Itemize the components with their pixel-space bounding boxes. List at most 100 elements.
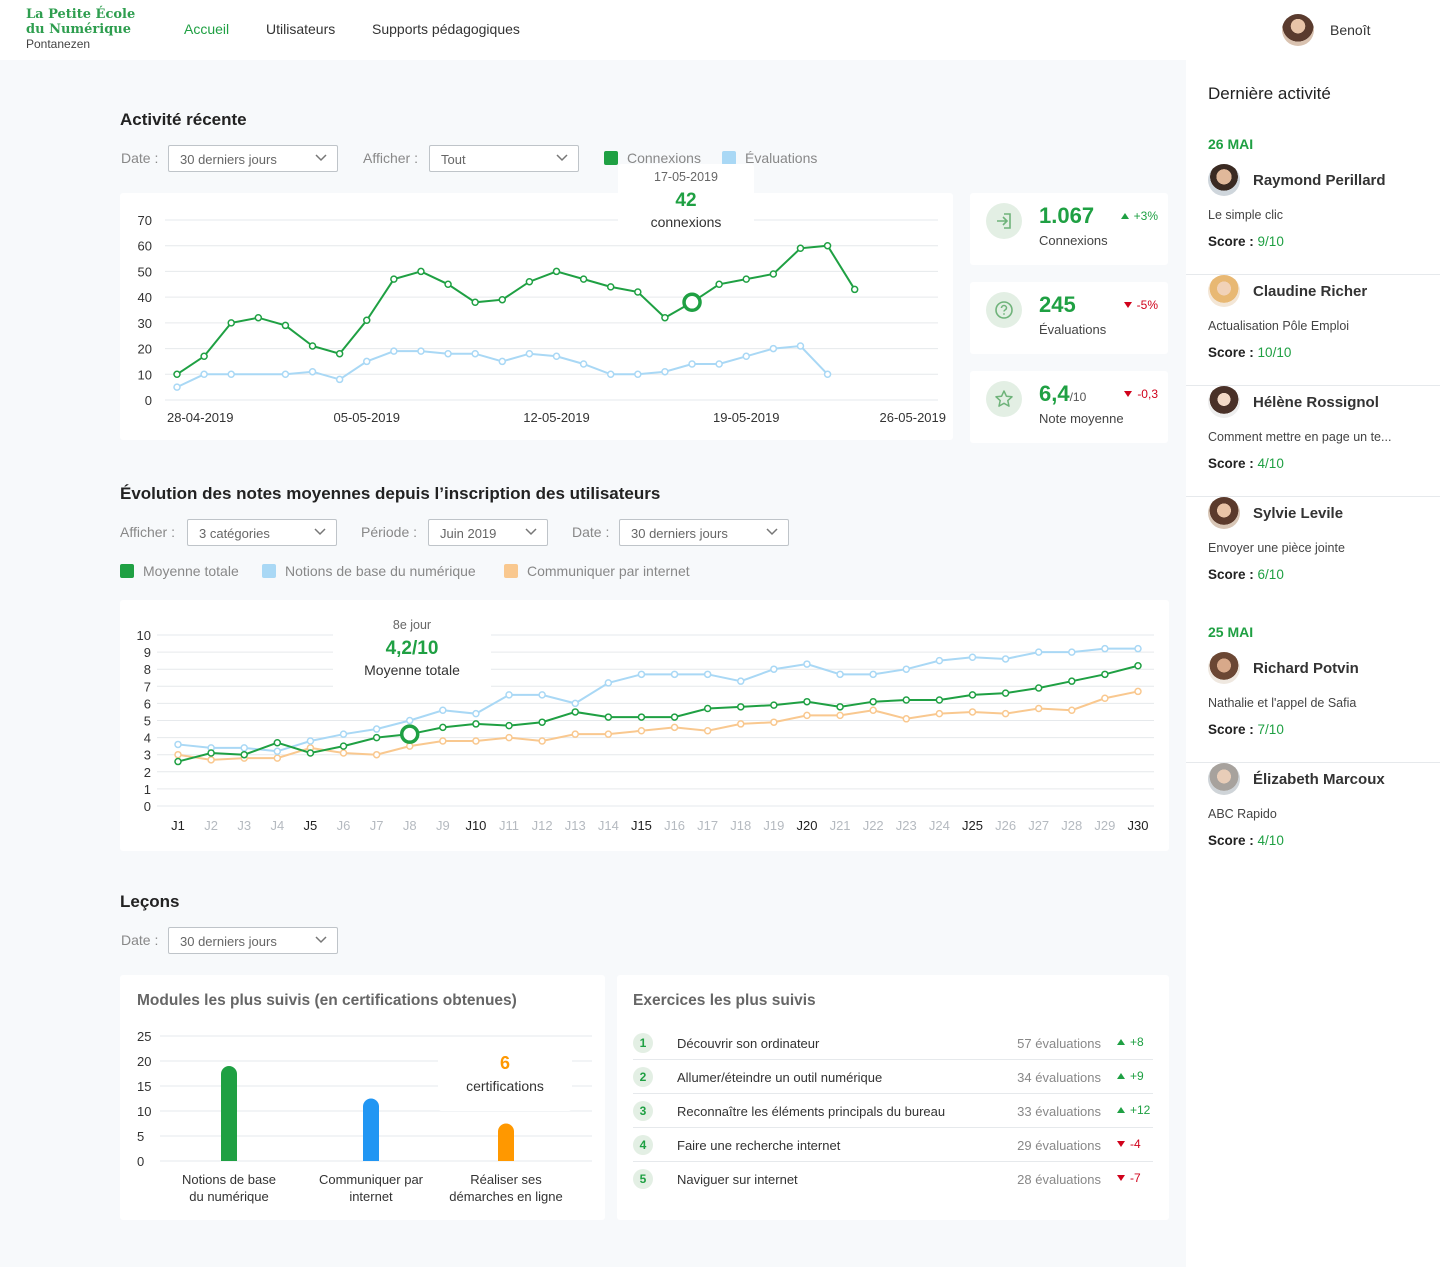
x-tick-label: 05-05-2019 bbox=[334, 410, 401, 425]
data-point bbox=[796, 342, 805, 350]
data-point bbox=[604, 730, 613, 738]
data-point bbox=[869, 706, 877, 714]
series-line bbox=[176, 244, 856, 376]
exercise-delta: -4 bbox=[1117, 1137, 1141, 1151]
data-point bbox=[823, 370, 832, 379]
nav-supports[interactable]: Supports pédagogiques bbox=[372, 21, 520, 37]
data-point bbox=[505, 733, 513, 742]
stat-delta: +3% bbox=[1120, 209, 1158, 223]
modules-card: Modules les plus suivis (en certificatio… bbox=[120, 975, 605, 1220]
user-name: Claudine Richer bbox=[1253, 283, 1368, 300]
data-point bbox=[869, 670, 877, 679]
data-point bbox=[399, 724, 420, 744]
exercise-evaluations: 34 évaluations bbox=[1017, 1070, 1101, 1085]
exercises-card: Exercices les plus suivis 1 Découvrir son… bbox=[617, 975, 1169, 1220]
data-point bbox=[715, 360, 723, 368]
x-tick-label: démarches en ligne bbox=[449, 1189, 562, 1204]
data-point bbox=[417, 267, 425, 276]
data-point bbox=[498, 295, 507, 304]
data-point bbox=[363, 316, 371, 325]
legend-connexions[interactable]: Connexions bbox=[604, 150, 701, 166]
user-avatar[interactable] bbox=[1282, 14, 1314, 46]
activity-item[interactable]: Sylvie Levile Envoyer une pièce jointe Sco… bbox=[1186, 497, 1440, 608]
data-point bbox=[439, 737, 447, 745]
nav-accueil[interactable]: Accueil bbox=[184, 21, 230, 37]
logo-line-3: Pontanezen bbox=[26, 37, 91, 51]
x-tick-label: J2 bbox=[204, 818, 218, 833]
grades-date-select[interactable]: 30 derniers jours bbox=[619, 519, 789, 546]
exercise-name: Comment mettre en page un te... bbox=[1208, 430, 1392, 444]
series-line bbox=[177, 690, 1139, 761]
exercise-row[interactable]: 3 Reconnaître les éléments principals du … bbox=[633, 1101, 1153, 1135]
legend-moyenne-totale[interactable]: Moyenne totale bbox=[120, 563, 239, 579]
grades-tooltip: 8e jour 4,2/10 Moyenne totale bbox=[333, 612, 491, 690]
legend-notions-base[interactable]: Notions de base du numérique bbox=[262, 563, 476, 579]
data-point bbox=[823, 241, 832, 250]
user-name[interactable]: Benoît bbox=[1330, 22, 1371, 38]
legend-label: Moyenne totale bbox=[143, 563, 239, 579]
data-point bbox=[836, 670, 844, 679]
y-tick-label: 5 bbox=[144, 714, 151, 729]
x-tick-label: J15 bbox=[631, 818, 652, 833]
activity-item[interactable]: Claudine Richer Actualisation Pôle Emploi… bbox=[1186, 275, 1440, 386]
exercise-row[interactable]: 1 Découvrir son ordinateur 57 évaluations +… bbox=[633, 1033, 1153, 1067]
x-tick-label: J14 bbox=[598, 818, 619, 833]
data-point bbox=[1068, 677, 1076, 685]
data-point bbox=[770, 665, 778, 673]
exercise-row[interactable]: 5 Naviguer sur internet 28 évaluations -7 bbox=[633, 1169, 1153, 1203]
logo-line-2: du Numérique bbox=[26, 22, 132, 37]
activity-item[interactable]: Raymond Perillard Le simple clic Score : 9… bbox=[1186, 164, 1440, 275]
stat-value: 1.067 bbox=[1039, 203, 1095, 228]
tooltip-date: 17-05-2019 bbox=[654, 170, 718, 184]
data-point bbox=[1101, 670, 1109, 679]
exercise-title: Allumer/éteindre un outil numérique bbox=[677, 1070, 883, 1085]
y-tick-label: 50 bbox=[138, 264, 152, 279]
data-point bbox=[254, 313, 263, 322]
data-point bbox=[281, 370, 290, 379]
exercise-row[interactable]: 4 Faire une recherche internet 29 évaluati… bbox=[633, 1135, 1153, 1169]
activity-item[interactable]: Hélène Rossignol Comment mettre en page u… bbox=[1186, 386, 1440, 497]
data-point bbox=[803, 697, 811, 706]
stat-label: Évaluations bbox=[1039, 322, 1107, 337]
exercise-row[interactable]: 2 Allumer/éteindre un outil numérique 34 é… bbox=[633, 1067, 1153, 1101]
activity-item[interactable]: Richard Potvin Nathalie et l'appel de Saf… bbox=[1186, 652, 1440, 763]
y-tick-label: 40 bbox=[138, 290, 152, 305]
rank-badge: 5 bbox=[633, 1169, 653, 1189]
data-point bbox=[670, 670, 679, 679]
x-tick-label: J21 bbox=[830, 818, 851, 833]
logo[interactable]: La Petite École du Numérique Pontanezen bbox=[26, 7, 135, 52]
x-tick-label: J27 bbox=[1028, 818, 1049, 833]
score: Score : 9/10 bbox=[1208, 234, 1284, 249]
data-point bbox=[363, 357, 371, 366]
activity-item[interactable]: Élizabeth Marcoux ABC Rapido Score : 4/10 bbox=[1186, 763, 1440, 874]
data-point bbox=[525, 277, 534, 286]
legend-communiquer[interactable]: Communiquer par internet bbox=[504, 563, 690, 579]
x-tick-label: J1 bbox=[171, 818, 185, 833]
chevron-down-icon bbox=[315, 936, 327, 944]
exercise-name: Actualisation Pôle Emploi bbox=[1208, 319, 1350, 333]
data-point bbox=[661, 367, 669, 376]
legend-evaluations[interactable]: Évaluations bbox=[722, 150, 817, 166]
data-point bbox=[552, 352, 561, 361]
grades-date-label: Date : bbox=[572, 524, 610, 540]
x-tick-label: J6 bbox=[337, 818, 351, 833]
data-point bbox=[606, 283, 615, 291]
grades-period-value: Juin 2019 bbox=[440, 526, 497, 541]
activity-show-select[interactable]: Tout bbox=[429, 145, 579, 172]
data-point bbox=[902, 696, 911, 704]
data-point bbox=[703, 670, 712, 679]
data-point bbox=[703, 704, 712, 713]
data-point bbox=[207, 749, 215, 757]
activity-date-select[interactable]: 30 derniers jours bbox=[168, 145, 338, 172]
grades-period-select[interactable]: Juin 2019 bbox=[428, 519, 548, 546]
data-point bbox=[273, 747, 282, 756]
grades-show-select[interactable]: 3 catégories bbox=[187, 519, 337, 546]
activity-chart-card: 0 10 20 30 40 50 60 70 28-04-2019 05-05-2019 12-05… bbox=[120, 193, 953, 440]
nav-utilisateurs[interactable]: Utilisateurs bbox=[266, 21, 336, 37]
x-tick-label: J8 bbox=[403, 818, 417, 833]
lessons-date-select[interactable]: 30 derniers jours bbox=[168, 927, 338, 954]
grades-date-value: 30 derniers jours bbox=[631, 526, 728, 541]
y-tick-label: 25 bbox=[137, 1029, 151, 1044]
data-point bbox=[703, 727, 712, 735]
data-point bbox=[444, 349, 452, 358]
